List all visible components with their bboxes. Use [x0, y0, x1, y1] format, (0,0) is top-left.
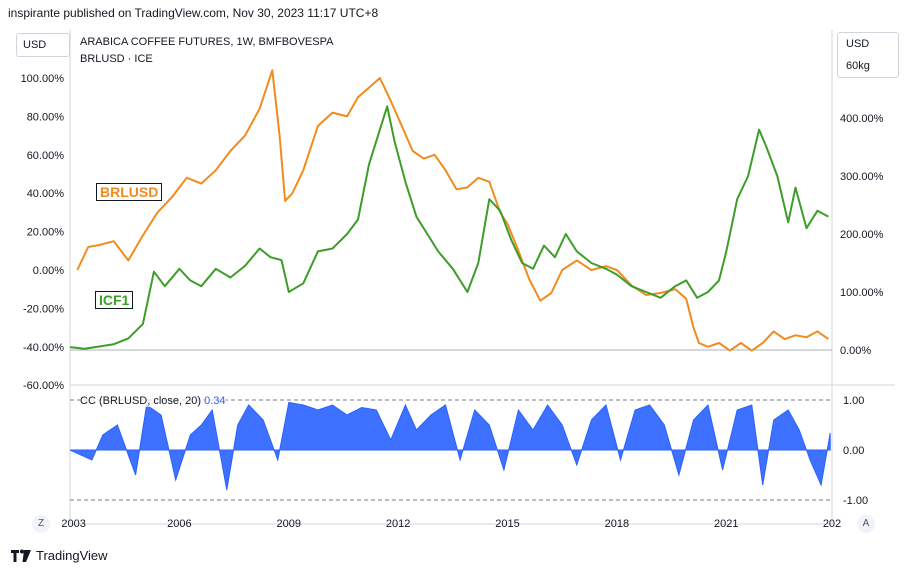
- left-y-tick-label: 40.00%: [27, 188, 65, 200]
- indicator-y-tick-label: 1.00: [843, 395, 864, 407]
- left-axis-unit[interactable]: USD: [16, 33, 70, 57]
- auto-scale-button[interactable]: A: [857, 515, 875, 533]
- left-y-tick-label: 20.00%: [27, 227, 65, 239]
- legend-subtitle[interactable]: BRLUSD · ICE: [80, 53, 153, 65]
- footer: TradingView: [10, 548, 108, 563]
- x-tick-label: 202: [823, 518, 841, 530]
- left-y-tick-label: -20.00%: [23, 303, 64, 315]
- legend-title[interactable]: ARABICA COFFEE FUTURES, 1W, BMFBOVESPA: [80, 36, 334, 48]
- right-y-tick-label: 400.00%: [840, 113, 884, 125]
- right-y-tick-label: 300.00%: [840, 171, 884, 183]
- right-axis-unit-60kg: 60kg: [846, 60, 870, 72]
- x-tick-label: 2021: [714, 518, 738, 530]
- brlusd-series-label[interactable]: BRLUSD: [96, 183, 163, 201]
- indicator-value: 0.34: [204, 395, 226, 407]
- icf1-series-line: [69, 105, 829, 350]
- left-y-tick-label: 60.00%: [27, 150, 65, 162]
- right-y-tick-label: 100.00%: [840, 287, 884, 299]
- x-tick-label: 2012: [386, 518, 410, 530]
- left-y-tick-label: 100.00%: [21, 73, 65, 85]
- publisher-header: inspirante published on TradingView.com,…: [8, 6, 379, 20]
- footer-brand: TradingView: [36, 548, 108, 563]
- right-axis-unit: USD: [846, 38, 870, 50]
- tradingview-logo-icon: [11, 549, 31, 562]
- right-y-tick-label: 0.00%: [840, 345, 871, 357]
- indicator-y-tick-label: 0.00: [843, 445, 864, 457]
- x-tick-label: 2006: [167, 518, 191, 530]
- left-y-tick-label: -60.00%: [23, 380, 64, 392]
- indicator-label[interactable]: CC (BRLUSD, close, 20) 0.34: [80, 395, 226, 407]
- right-y-tick-label: 200.00%: [840, 229, 884, 241]
- right-axis-unit-box[interactable]: USD 60kg: [837, 32, 899, 78]
- x-tick-label: 2015: [495, 518, 519, 530]
- cc-indicator-area: [69, 401, 831, 491]
- zoom-button[interactable]: Z: [32, 515, 50, 533]
- indicator-y-tick-label: -1.00: [843, 495, 868, 507]
- left-y-tick-label: 0.00%: [33, 265, 64, 277]
- left-y-tick-label: -40.00%: [23, 342, 64, 354]
- left-y-tick-label: 80.00%: [27, 111, 65, 123]
- icf1-series-label[interactable]: ICF1: [95, 291, 134, 309]
- x-tick-label: 2003: [61, 518, 85, 530]
- x-tick-label: 2009: [277, 518, 301, 530]
- brlusd-series-line: [76, 69, 829, 352]
- x-tick-label: 2018: [605, 518, 629, 530]
- indicator-name: CC (BRLUSD, close, 20): [80, 395, 202, 407]
